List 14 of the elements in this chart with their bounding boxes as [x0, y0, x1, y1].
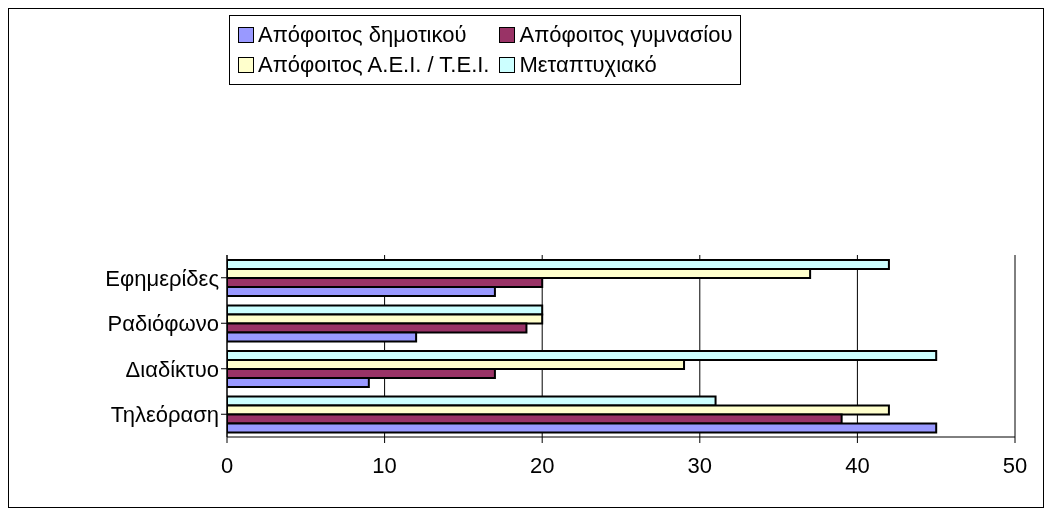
legend-label: Απόφοιτος γυμνασίου — [519, 22, 733, 48]
x-tick-label: 10 — [372, 452, 397, 478]
x-tick-label: 40 — [845, 452, 870, 478]
legend-label: Απόφοιτος δημοτικού — [258, 22, 467, 48]
x-tick-label: 20 — [529, 452, 555, 478]
legend-label: Μεταπτυχιακό — [519, 52, 657, 78]
y-tick-label: Τηλεόραση — [110, 402, 219, 428]
legend-label: Απόφοιτος Α.Ε.Ι. / Τ.Ε.Ι. — [258, 52, 490, 78]
x-tick-label: 50 — [1002, 452, 1028, 478]
x-tick-label: 0 — [220, 452, 234, 478]
y-tick-label: Εφημερίδες — [105, 265, 219, 291]
y-tick-label: Διαδίκτυο — [125, 356, 219, 382]
x-tick-label: 30 — [687, 452, 713, 478]
y-tick-label: Ραδιόφωνο — [107, 311, 219, 337]
